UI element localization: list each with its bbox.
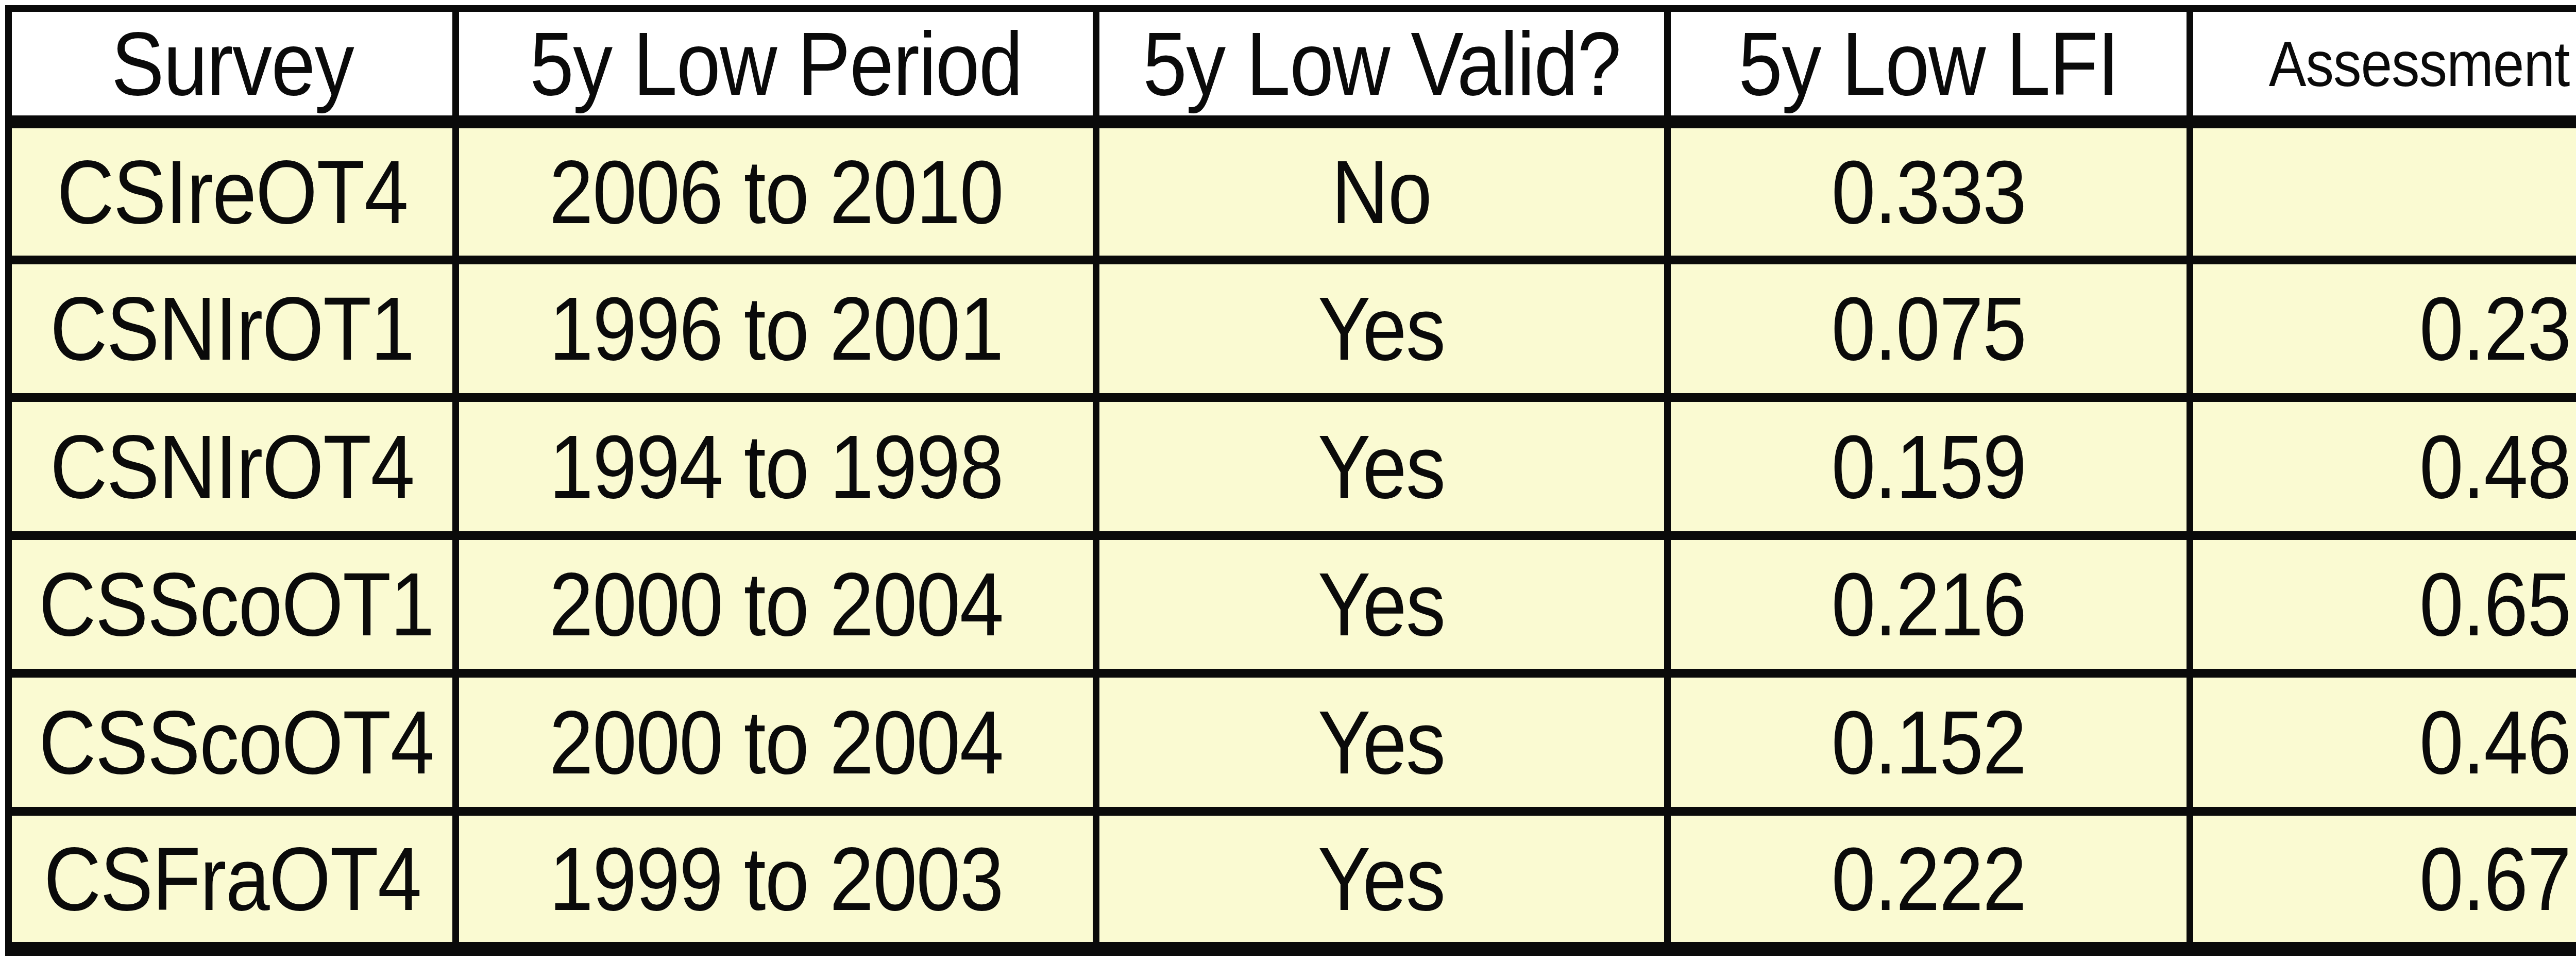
cell-value: 1994 to 1998 — [549, 415, 1003, 518]
table-row: CSIreOT4 2006 to 2010 No 0.333 — [9, 122, 2576, 260]
cell-value: CSIreOT4 — [57, 140, 408, 244]
table-row: CSNIrOT11996 to 2001Yes0.0750.230.194 — [9, 260, 2576, 398]
cell-low-lfi: 0.075 — [1667, 260, 2190, 398]
cell-value: 2000 to 2004 — [549, 690, 1003, 794]
cell-valid: Yes — [1096, 811, 1667, 949]
cell-valid: Yes — [1096, 260, 1667, 398]
cell-low-lfi: 0.152 — [1667, 673, 2190, 812]
cell-assess-value: 0.23 — [2190, 260, 2576, 398]
cell-period: 2000 to 2004 — [456, 673, 1096, 812]
cell-assess-value: 0.46 — [2190, 673, 2576, 812]
cell-value: 0.48 — [2419, 415, 2571, 518]
cell-survey: CSNIrOT4 — [9, 398, 456, 536]
col-header-assessment-value: Assessment Value — [2190, 9, 2576, 122]
cell-survey: CSScoOT4 — [9, 673, 456, 812]
cell-low-lfi: 0.222 — [1667, 811, 2190, 949]
lfi-assessment-table: Survey 5y Low Period 5y Low Valid? 5y Lo… — [5, 5, 2576, 956]
cell-value: 0.222 — [1831, 827, 2026, 931]
table-body: CSIreOT4 2006 to 2010 No 0.333 CSNIrOT1 1996 … — [9, 122, 2576, 949]
cell-survey: CSFraOT4 — [9, 811, 456, 949]
cell-value: Yes — [1318, 827, 1445, 931]
cell-value: 0.216 — [1831, 552, 2026, 656]
cell-assess-value: 0.67 — [2190, 811, 2576, 949]
cell-value: CSNIrOT4 — [50, 415, 414, 518]
cell-value: 1999 to 2003 — [549, 827, 1003, 931]
col-header-5y-low-period: 5y Low Period — [456, 9, 1096, 122]
cell-period: 2000 to 2004 — [456, 535, 1096, 673]
cell-survey: CSNIrOT1 — [9, 260, 456, 398]
cell-value: CSNIrOT1 — [50, 277, 414, 380]
cell-valid: Yes — [1096, 535, 1667, 673]
cell-value: 0.159 — [1831, 415, 2026, 518]
cell-value: CSFraOT4 — [44, 827, 421, 931]
cell-valid: Yes — [1096, 398, 1667, 536]
table-row: CSFraOT41999 to 2003Yes0.2220.670.257 — [9, 811, 2576, 949]
cell-value: Yes — [1318, 690, 1445, 794]
table-header-row: Survey 5y Low Period 5y Low Valid? 5y Lo… — [9, 9, 2576, 122]
cell-value: 0.46 — [2419, 690, 2571, 794]
cell-low-lfi: 0.216 — [1667, 535, 2190, 673]
cell-low-lfi: 0.333 — [1667, 122, 2190, 260]
table-row: CSScoOT42000 to 2004Yes0.1520.460.499 — [9, 673, 2576, 812]
cell-assess-value: 0.65 — [2190, 535, 2576, 673]
cell-survey: CSScoOT1 — [9, 535, 456, 673]
col-header-survey: Survey — [9, 9, 456, 122]
cell-period: 1996 to 2001 — [456, 260, 1096, 398]
cell-value: Yes — [1318, 415, 1445, 518]
cell-value: 0.67 — [2419, 827, 2571, 931]
cell-value: 0.075 — [1831, 277, 2026, 380]
cell-value: 2000 to 2004 — [549, 552, 1003, 656]
cell-value: 0.333 — [1831, 140, 2026, 244]
cell-value: Yes — [1318, 277, 1445, 380]
table-row: CSScoOT12000 to 2004Yes0.2160.650.655 — [9, 535, 2576, 673]
cell-value: CSScoOT4 — [39, 690, 433, 794]
cell-period: 1994 to 1998 — [456, 398, 1096, 536]
col-header-5y-low-valid: 5y Low Valid? — [1096, 9, 1667, 122]
cell-assess-value: 0.48 — [2190, 398, 2576, 536]
cell-assess-value — [2190, 122, 2576, 260]
cell-value: 0.65 — [2419, 552, 2571, 656]
cell-value: 0.23 — [2419, 277, 2571, 380]
cell-value: No — [1332, 140, 1432, 244]
cell-period: 2006 to 2010 — [456, 122, 1096, 260]
cell-value: 0.152 — [1831, 690, 2026, 794]
col-header-5y-low-lfi: 5y Low LFI — [1667, 9, 2190, 122]
table-row: CSNIrOT41994 to 1998Yes0.1590.480.318 — [9, 398, 2576, 536]
cell-value: 1996 to 2001 — [549, 277, 1003, 380]
cell-low-lfi: 0.159 — [1667, 398, 2190, 536]
cell-value: Yes — [1318, 552, 1445, 656]
cell-value: 2006 to 2010 — [549, 140, 1003, 244]
cell-valid: No — [1096, 122, 1667, 260]
cell-survey: CSIreOT4 — [9, 122, 456, 260]
cell-valid: Yes — [1096, 673, 1667, 812]
cell-period: 1999 to 2003 — [456, 811, 1096, 949]
cell-value: CSScoOT1 — [39, 552, 433, 656]
